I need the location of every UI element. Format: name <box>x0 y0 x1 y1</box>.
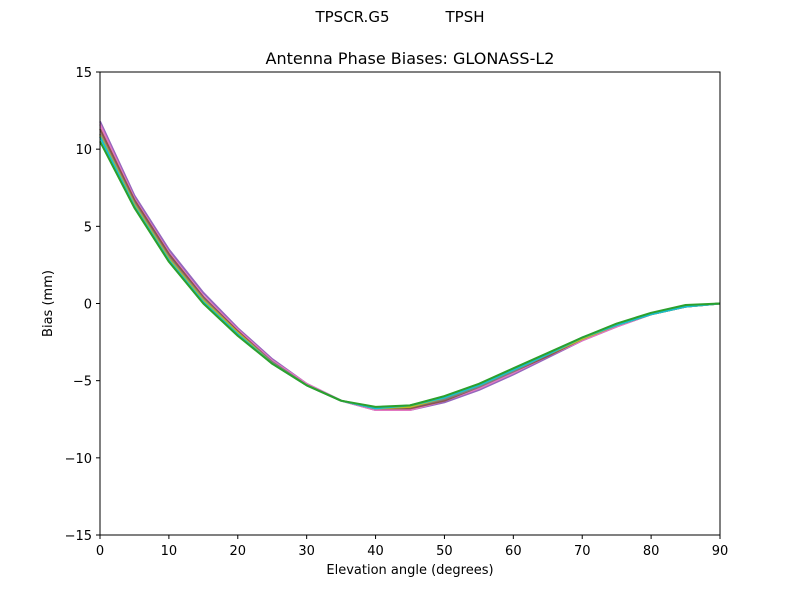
series-line <box>99 124 721 411</box>
x-tick-label: 40 <box>367 544 384 559</box>
x-tick-label: 50 <box>436 544 453 559</box>
x-tick-label: 0 <box>96 544 104 559</box>
figure-suptitle: TPSCR.G5 TPSH <box>0 8 800 26</box>
y-tick-label: −15 <box>65 529 92 544</box>
series-line <box>99 120 721 411</box>
y-tick-label: 0 <box>84 298 92 313</box>
series-line <box>99 128 721 410</box>
y-tick-label: 15 <box>75 66 92 81</box>
y-tick-label: 5 <box>84 220 92 235</box>
series-line <box>99 133 721 410</box>
series-line <box>99 136 721 410</box>
series-layer <box>99 120 721 411</box>
y-tick-label: −10 <box>65 452 92 467</box>
x-tick-label: 20 <box>230 544 247 559</box>
y-tick-label: 10 <box>75 143 92 158</box>
antenna-label: TPSCR.G5 <box>315 8 390 26</box>
x-tick-label: 30 <box>298 544 315 559</box>
tick-layer: 0 10 20 30 40 50 60 70 80 90 −15 −10 −5 0 5 10 15 <box>65 66 729 559</box>
y-axis-label: Bias (mm) <box>41 270 56 337</box>
x-tick-label: 60 <box>505 544 522 559</box>
x-axis-label: Elevation angle (degrees) <box>326 563 493 578</box>
x-tick-label: 10 <box>161 544 178 559</box>
series-line <box>99 140 721 408</box>
series-line <box>99 134 721 410</box>
radome-label: TPSH <box>445 8 485 26</box>
x-tick-label: 80 <box>643 544 660 559</box>
y-tick-label: −5 <box>73 375 92 390</box>
x-tick-label: 70 <box>574 544 591 559</box>
chart-title: Antenna Phase Biases: GLONASS-L2 <box>266 49 555 68</box>
x-tick-label: 90 <box>712 544 729 559</box>
plot-frame <box>99 71 721 536</box>
